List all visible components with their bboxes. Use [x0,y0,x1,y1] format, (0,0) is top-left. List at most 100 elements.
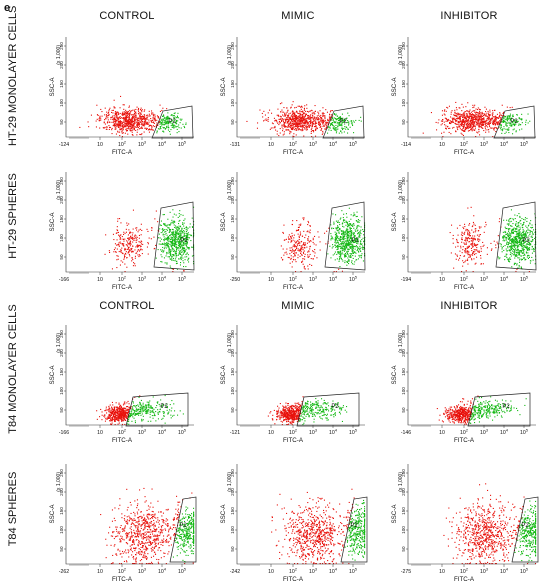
x-tick-label: 103 [138,568,146,576]
y-tick-label: 100 [59,526,64,534]
x-min-label: -242 [230,569,240,575]
y-tick-label: 200 [59,196,64,204]
x-tick-label: 104 [329,141,337,149]
x-axis-title: FITC-A [112,437,133,444]
x-axis-title: FITC-A [454,437,475,444]
y-tick-label: 250 [230,42,235,50]
col-header-control-2: CONTROL [47,300,207,312]
y-tick-label: 50 [59,407,64,413]
y-tick-label: 50 [230,407,235,413]
x-tick-label: 10 [439,142,445,148]
x-axis-title: FITC-A [454,284,475,291]
x-tick-label: 10 [97,430,103,436]
x-tick-label: 103 [138,276,146,284]
y-tick-label: 150 [230,215,235,223]
y-tick-label: 100 [401,526,406,534]
col-header-inhibitor-1: INHIBITOR [389,10,549,22]
x-tick-label: 103 [309,568,317,576]
y-axis-title: SSC-A [49,212,56,232]
x-axis-title: FITC-A [283,149,304,156]
y-tick-label: 150 [230,507,235,515]
x-tick-label: 104 [158,141,166,149]
y-tick-label: 150 [401,80,406,88]
x-tick-label: 102 [289,276,297,284]
y-tick-label: 250 [59,469,64,477]
gate-p2-label: P2 [168,119,176,125]
x-tick-label: 10 [268,569,274,575]
y-tick-label: 200 [230,488,235,496]
x-tick-label: 104 [500,568,508,576]
col-header-mimic-2: MIMIC [218,300,378,312]
gate-p2-label: P2 [179,523,187,529]
y-axis-title: SSC-A [49,504,56,524]
y-tick-label: 150 [230,80,235,88]
y-tick-label: 250 [230,469,235,477]
x-tick-label: 103 [480,429,488,437]
y-tick-label: 100 [59,234,64,242]
x-tick-label: 10 [97,277,103,283]
x-tick-label: 104 [500,141,508,149]
x-axis-title: FITC-A [283,437,304,444]
x-min-label: -121 [230,430,240,436]
y-tick-label: 100 [401,387,406,395]
x-tick-label: 10 [268,277,274,283]
x-min-label: -166 [59,277,69,283]
y-tick-label: 200 [230,349,235,357]
y-axis-title: SSC-A [49,365,56,385]
x-tick-label: 105 [520,429,528,437]
y-tick-label: 250 [401,42,406,50]
y-tick-label: 100 [230,234,235,242]
x-tick-label: 10 [439,430,445,436]
x-tick-label: 104 [158,568,166,576]
y-tick-label: 250 [230,177,235,185]
x-tick-label: 105 [178,141,186,149]
x-tick-label: 102 [289,141,297,149]
x-tick-label: 10 [97,142,103,148]
x-tick-label: 105 [349,276,357,284]
x-tick-label: 10 [268,142,274,148]
y-tick-label: 100 [230,526,235,534]
y-tick-label: 250 [401,330,406,338]
x-tick-label: 102 [289,568,297,576]
y-tick-label: 100 [401,99,406,107]
y-axis-title: SSC-A [220,212,227,232]
x-tick-label: 103 [480,568,488,576]
gate-p2-label: P2 [521,523,529,529]
gate-p2-label: P2 [339,119,347,125]
y-tick-label: 200 [401,61,406,69]
y-tick-label: 200 [230,196,235,204]
x-tick-label: 102 [118,568,126,576]
y-axis-title: SSC-A [391,504,398,524]
y-tick-label: 100 [401,234,406,242]
col-header-inhibitor-2: INHIBITOR [389,300,549,312]
x-axis-title: FITC-A [454,149,475,156]
x-axis-title: FITC-A [112,149,133,156]
x-tick-label: 105 [349,141,357,149]
x-tick-label: 102 [289,429,297,437]
gate-p2-polygon [468,393,530,426]
y-tick-label: 250 [59,330,64,338]
x-tick-label: 104 [500,429,508,437]
x-min-label: -146 [401,430,411,436]
x-tick-label: 104 [500,276,508,284]
row-label-ht29-monolayer: HT-29 MONOLAYER CELLS [7,16,19,146]
x-min-label: -166 [59,430,69,436]
x-min-label: -114 [401,142,411,148]
x-min-label: -250 [230,277,240,283]
x-tick-label: 10 [97,569,103,575]
x-tick-label: 105 [349,429,357,437]
gate-p2-label: P2 [180,238,188,244]
x-tick-label: 102 [118,276,126,284]
y-axis-title: SSC-A [391,365,398,385]
x-tick-label: 104 [158,276,166,284]
y-tick-label: 250 [230,330,235,338]
